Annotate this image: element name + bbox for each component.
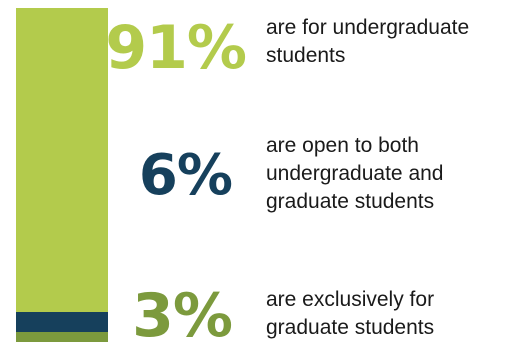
- description-line: graduate students: [266, 190, 435, 213]
- description-line: students: [266, 44, 346, 67]
- description-line: are open to both: [266, 134, 419, 157]
- label-graduate-percent: 3%: [132, 281, 233, 351]
- bar-segment-graduate: [16, 331, 108, 342]
- description-graduate: are exclusively for graduate students: [266, 286, 506, 342]
- stacked-bar: [16, 8, 108, 342]
- bar-segment-both: [16, 311, 108, 332]
- description-line: graduate students: [266, 316, 435, 339]
- label-both-percent: 6%: [138, 143, 233, 208]
- bar-segment-undergraduate: [16, 8, 108, 312]
- label-undergraduate-percent: 91%: [105, 13, 247, 83]
- description-both: are open to both undergraduate and gradu…: [266, 132, 506, 216]
- description-line: are for undergraduate: [266, 16, 470, 39]
- description-line: are exclusively for: [266, 288, 435, 311]
- description-undergraduate: are for undergraduate students: [266, 14, 506, 70]
- description-line: undergraduate and: [266, 162, 444, 185]
